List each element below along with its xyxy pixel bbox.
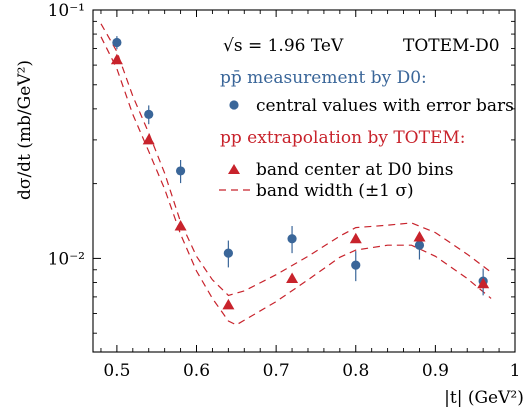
x-axis-label: |t| (GeV²) xyxy=(444,388,524,408)
energy-annotation: √s = 1.96 TeV xyxy=(223,36,344,56)
x-tick-label: 0.8 xyxy=(342,361,369,381)
legend-circle-marker xyxy=(229,100,239,110)
d0-point xyxy=(414,240,425,250)
band-width-lines xyxy=(100,23,492,326)
d0-point xyxy=(223,248,233,258)
totem-legend-heading: pp extrapolation by TOTEM: xyxy=(220,128,466,148)
plot-frame xyxy=(92,9,516,353)
data-points xyxy=(110,36,490,310)
y-axis-label: dσ/dt (mb/GeV²) xyxy=(15,60,35,200)
totem-legend-item-band: band width (±1 σ) xyxy=(256,181,414,201)
d0-legend-item: central values with error bars xyxy=(256,96,514,116)
totem-legend-item-center: band center at D0 bins xyxy=(256,160,453,180)
experiment-annotation: TOTEM-D0 xyxy=(403,36,500,56)
x-tick-label: 0.9 xyxy=(422,361,449,381)
totem-triangle-point xyxy=(349,232,362,244)
d0-point xyxy=(287,234,297,244)
d0-point xyxy=(112,37,122,48)
d0-legend-heading: pp̄ measurement by D0: xyxy=(220,68,427,88)
d0-point xyxy=(175,166,186,176)
legend-triangle-marker xyxy=(228,164,240,174)
x-tick-label: 0.6 xyxy=(183,361,210,381)
totem-triangle-point xyxy=(413,231,426,242)
totem-triangle-point xyxy=(222,298,235,310)
d0-point xyxy=(351,260,361,270)
x-tick-label: 1 xyxy=(510,361,521,381)
totem-triangle-point xyxy=(110,53,123,65)
d0-point xyxy=(144,109,154,119)
totem-triangle-point xyxy=(286,272,299,283)
axis-ticks: 0.5 0.6 0.7 0.8 0.9 1 10⁻¹ 10⁻² xyxy=(48,1,521,381)
totem-triangle-point xyxy=(142,133,155,145)
band-lower-line xyxy=(100,36,492,326)
x-tick-label: 0.5 xyxy=(103,361,130,381)
y-tick-label: 10⁻² xyxy=(48,249,85,269)
totem-triangle-point xyxy=(477,277,490,289)
y-tick-label: 10⁻¹ xyxy=(48,1,85,21)
totem-triangle-point xyxy=(174,220,187,231)
x-tick-label: 0.7 xyxy=(263,361,290,381)
